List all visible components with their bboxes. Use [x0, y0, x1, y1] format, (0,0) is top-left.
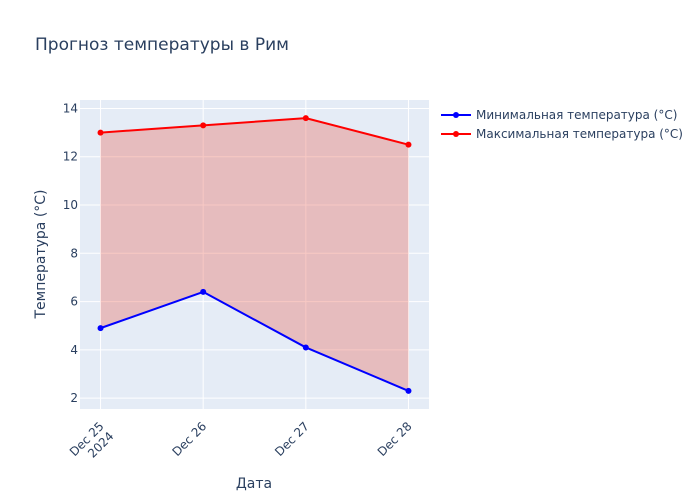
- series-1-point-0[interactable]: [97, 129, 104, 136]
- x-tick-label-2-line-0: Dec 27: [272, 419, 312, 459]
- series-0-point-2[interactable]: [302, 344, 309, 351]
- legend-label-0: Минимальная температура (°C): [476, 108, 677, 122]
- x-tick-label-3-line-0: Dec 28: [375, 419, 415, 459]
- x-tick-label-1-line-0: Dec 26: [169, 419, 209, 459]
- series-1-point-3[interactable]: [405, 141, 412, 148]
- legend-label-1: Максимальная температура (°C): [476, 127, 683, 141]
- x-tick-label-2: Dec 27: [272, 419, 312, 459]
- y-axis-ticks: 2 4 6 8 10 12 14: [63, 101, 78, 405]
- series-line-1: [100, 117, 409, 146]
- series-0-point-1[interactable]: [200, 288, 207, 295]
- y-axis-title: Температура (°C): [33, 189, 49, 319]
- series-1-point-1[interactable]: [200, 122, 207, 129]
- x-axis-title: Дата: [236, 476, 272, 492]
- series-0-point-0[interactable]: [97, 325, 104, 332]
- y-tick-label-3: 8: [70, 246, 78, 260]
- temperature-range-fill: [100, 118, 409, 391]
- y-tick-label-2: 6: [70, 295, 78, 309]
- y-tick-label-5: 12: [63, 150, 78, 164]
- legend-marker-0: [453, 112, 459, 118]
- chart-title: Прогноз температуры в Рим: [35, 35, 289, 55]
- legend[interactable]: Минимальная температура (°C) Максимальная…: [441, 108, 683, 141]
- legend-marker-1: [453, 131, 459, 137]
- x-tick-label-1: Dec 26: [169, 419, 209, 459]
- y-tick-label-4: 10: [63, 198, 78, 212]
- series-0-point-3[interactable]: [405, 387, 412, 394]
- series-1-point-2[interactable]: [302, 115, 309, 122]
- area-fill-layer: [100, 118, 409, 391]
- y-tick-label-0: 2: [70, 391, 78, 405]
- legend-item-0[interactable]: Минимальная температура (°C): [441, 108, 677, 122]
- grid-lines: [80, 100, 429, 409]
- series-line-0: [100, 290, 409, 392]
- plot-background: [80, 100, 429, 409]
- y-tick-label-1: 4: [70, 343, 78, 357]
- y-tick-label-6: 14: [63, 101, 78, 115]
- series-layer: [97, 115, 412, 394]
- legend-item-1[interactable]: Максимальная температура (°C): [441, 127, 683, 141]
- x-tick-label-3: Dec 28: [375, 419, 415, 459]
